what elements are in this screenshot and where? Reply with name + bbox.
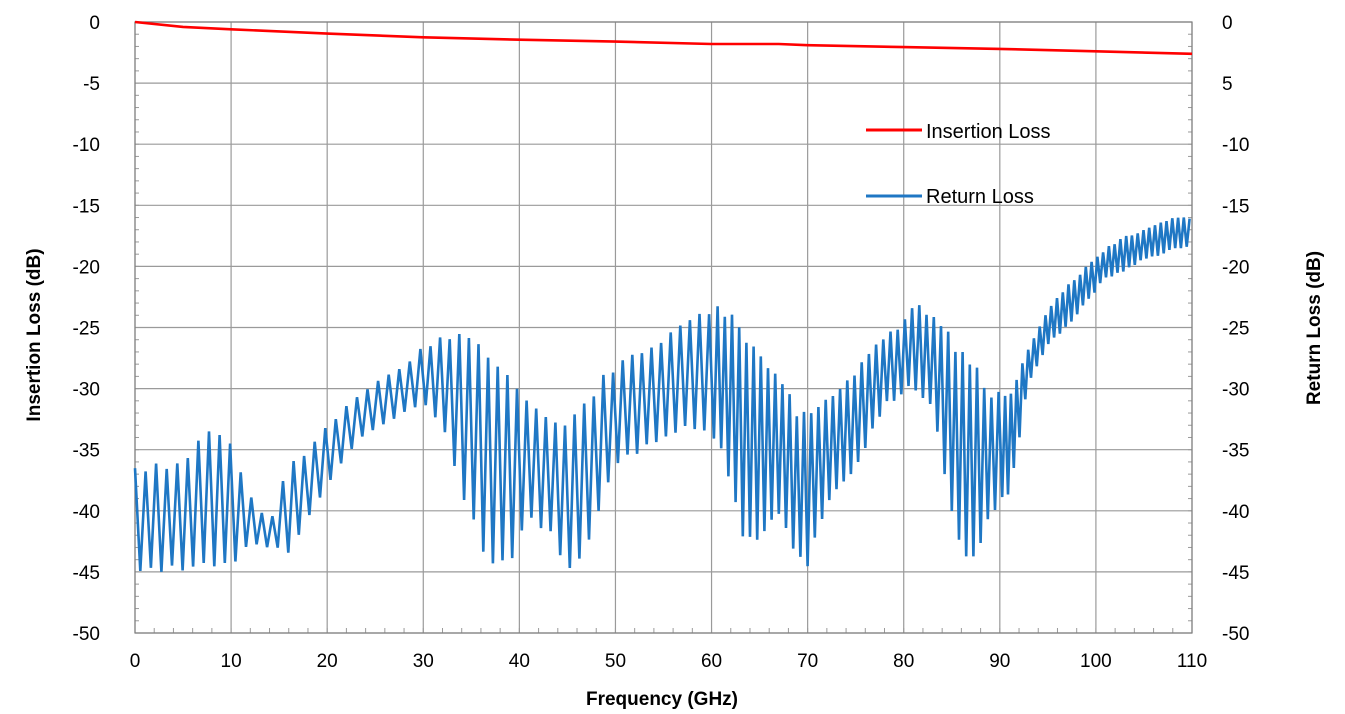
x-tick-label: 30: [413, 651, 434, 672]
y-tick-label-right: -25: [1222, 319, 1249, 340]
x-tick-label: 20: [317, 651, 338, 672]
x-tick-label: 0: [130, 651, 141, 672]
x-tick-label: 80: [893, 651, 914, 672]
y-tick-label-left: -30: [73, 380, 100, 401]
y-tick-label-right: -30: [1222, 380, 1249, 401]
x-tick-label: 60: [701, 651, 722, 672]
y-tick-label-right: -15: [1222, 196, 1249, 217]
x-tick-label: 10: [221, 651, 242, 672]
plot-area-frame: [134, 21, 1193, 634]
y-tick-label-left: -5: [83, 74, 100, 95]
minor-ticks: [134, 21, 1193, 634]
legend: Insertion Loss Return Loss: [866, 121, 1051, 208]
y-tick-label-left: -50: [73, 624, 100, 645]
y-tick-label-left: -10: [73, 135, 100, 156]
y-tick-label-left: -40: [73, 502, 100, 523]
grid: [134, 21, 1193, 634]
y-tick-labels: 0 -5 -10 -15 -20 -25 -30 -35 -40 -45 -50: [73, 13, 100, 645]
y-tick-label-right: -20: [1222, 257, 1249, 278]
series-line-return-loss: [133, 217, 1191, 572]
x-tick-labels: 0 10 20 30 40 50 60 70 80 90 100 110: [130, 651, 1207, 672]
y-tick-label-right: -35: [1222, 441, 1249, 462]
y-tick-label-left: -25: [73, 319, 100, 340]
y-tick-label-left: 0: [89, 13, 100, 34]
series-line-insertion-loss: [134, 20, 1193, 56]
y-tick-label-right: -50: [1222, 624, 1249, 645]
y-tick-label-left: -20: [73, 257, 100, 278]
y-tick-label-left: -35: [73, 441, 100, 462]
y-axis-title-left: Insertion Loss (dB): [24, 248, 45, 421]
y-tick-label-right: 5: [1222, 74, 1233, 95]
y-tick-label-right: -45: [1222, 563, 1249, 584]
legend-label-return-loss: Return Loss: [926, 186, 1034, 208]
x-tick-label: 100: [1080, 651, 1112, 672]
x-tick-label: 40: [509, 651, 530, 672]
x-tick-label: 70: [797, 651, 818, 672]
x-tick-label: 90: [989, 651, 1010, 672]
y-tick-label-right: 0: [1222, 13, 1233, 34]
x-tick-label: 50: [605, 651, 626, 672]
y-tick-label-right: -40: [1222, 502, 1249, 523]
y-tick-label-left: -45: [73, 563, 100, 584]
x-axis-title: Frequency (GHz): [586, 689, 738, 710]
y-tick-label-right: -10: [1222, 135, 1249, 156]
y-axis-title-right: Return Loss (dB): [1304, 251, 1325, 405]
y-tick-label-left: -15: [73, 196, 100, 217]
legend-label-insertion-loss: Insertion Loss: [926, 121, 1051, 143]
series-layer: [133, 20, 1193, 572]
x-tick-label: 110: [1177, 651, 1207, 672]
y2-tick-labels: 0 5 -10 -15 -20 -25 -30 -35 -40 -45 -50: [1222, 13, 1249, 645]
